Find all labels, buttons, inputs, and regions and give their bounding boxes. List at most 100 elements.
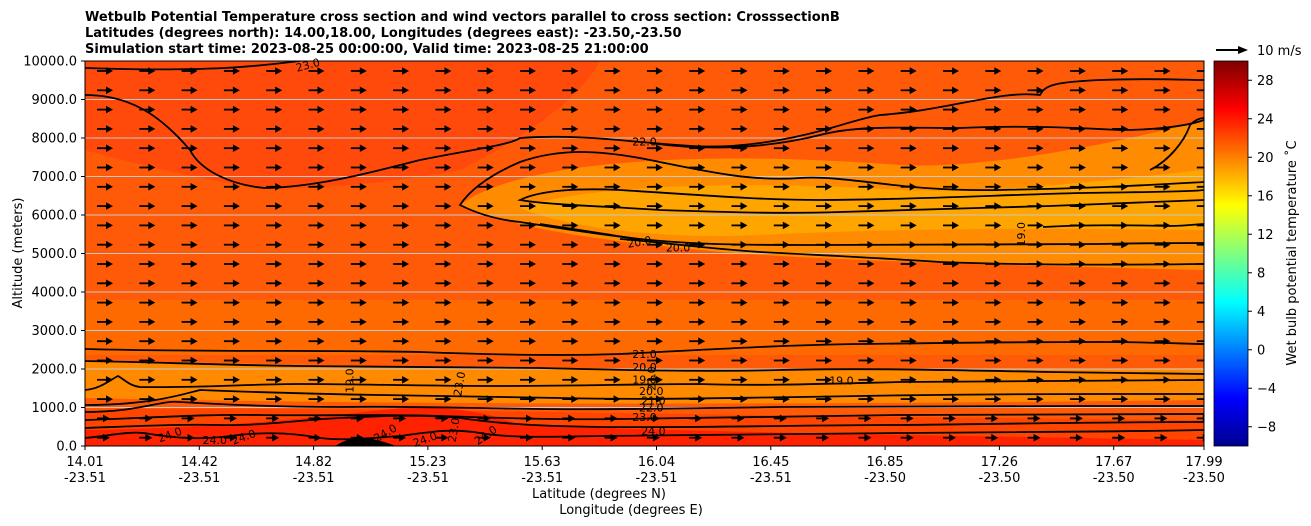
wind-vector: [1112, 260, 1129, 268]
wind-vector: [1112, 298, 1129, 307]
wind-vector: [520, 260, 536, 268]
wind-vector: [646, 337, 663, 345]
wind-vector: [562, 279, 579, 288]
contour-lines: [85, 61, 1204, 441]
wind-vector: [731, 240, 748, 249]
x-tick-label-lat: 16.85: [866, 455, 903, 470]
wind-vector: [477, 356, 494, 365]
x-axis-label-longitude: Longitude (degrees E): [559, 503, 703, 518]
wind-vector: [604, 67, 621, 75]
wind-vector: [943, 67, 959, 75]
wind-vector: [350, 260, 367, 268]
wind-vector: [731, 183, 748, 191]
wind-vector: [435, 260, 452, 268]
wind-vector: [435, 433, 449, 442]
wind-vector: [646, 395, 663, 403]
wind-vector: [604, 433, 618, 442]
wind-vector: [393, 433, 407, 442]
wind-vector: [1196, 205, 1204, 208]
wind-vector: [266, 298, 283, 307]
wind-vector: [858, 395, 875, 403]
wind-vector: [773, 240, 790, 249]
wind-vector: [1112, 337, 1129, 345]
wind-vector: [646, 414, 660, 423]
wind-vector: [393, 86, 410, 95]
wind-vector: [1196, 263, 1204, 265]
contour-label: 21.0: [641, 394, 666, 407]
wind-vector: [900, 433, 914, 442]
wind-vector: [858, 125, 875, 133]
wind-vector: [308, 433, 322, 442]
wind-vector: [1154, 221, 1171, 230]
wind-vector: [181, 318, 198, 326]
contour-line-23: [85, 61, 301, 71]
x-tick-label-lat: 15.63: [524, 455, 561, 470]
contour-line-22-low: [85, 413, 1204, 421]
wind-vector: [943, 395, 959, 403]
wind-vector: [477, 298, 494, 307]
wind-vector: [435, 86, 452, 95]
wind-vector: [1027, 202, 1044, 210]
wind-vector: [985, 318, 1002, 326]
wind-vector: [181, 240, 198, 249]
y-tick-label: 7000.0: [32, 170, 78, 185]
wind-vector: [1069, 183, 1086, 191]
wind-vector: [1112, 202, 1129, 210]
wind-vector: [435, 337, 452, 345]
wind-vector: [97, 433, 110, 442]
gridlines: [85, 99, 1204, 408]
wind-vector: [816, 337, 833, 345]
wind-vector: [900, 260, 917, 268]
contour-label: 21.0: [632, 348, 657, 361]
x-tick-label-lat: 17.26: [981, 455, 1018, 470]
wind-vector: [604, 221, 621, 230]
wind-vector: [435, 183, 452, 191]
wind-vector: [985, 298, 1002, 307]
contour-line-21-low: [85, 400, 1204, 413]
wind-vector: [1154, 125, 1171, 133]
wind-vector: [689, 279, 706, 288]
wind-vector: [308, 376, 325, 384]
wind-vector: [1069, 337, 1086, 345]
wind-vector: [1112, 105, 1129, 114]
wind-vector: [1154, 105, 1171, 114]
wind-vector: [858, 279, 875, 288]
wind-vector: [1196, 301, 1204, 304]
wind-vector: [731, 414, 745, 423]
wind-vector: [1069, 221, 1086, 230]
wind-vector: [562, 67, 579, 75]
wind-vector: [731, 221, 748, 230]
wind-vector: [139, 260, 156, 268]
wind-vector: [350, 318, 367, 326]
wind-vector: [520, 414, 533, 423]
wind-vector: [435, 318, 452, 326]
wind-vector: [393, 318, 410, 326]
wind-vector: [646, 67, 663, 75]
colorbar-tick-label: 0: [1257, 343, 1265, 358]
wind-vector: [900, 240, 917, 249]
wind-vector: [520, 298, 536, 307]
wind-vector: [604, 356, 621, 365]
wind-vector: [858, 356, 875, 365]
wind-vector: [477, 202, 494, 210]
wind-vector: [816, 202, 833, 210]
x-axis-label-latitude: Latitude (degrees N): [532, 487, 666, 502]
wind-vector: [646, 433, 660, 442]
wind-vector: [689, 221, 706, 230]
wind-vector: [308, 298, 325, 307]
wind-vector: [97, 202, 113, 210]
wind-vector: [139, 125, 156, 133]
wind-vector: [223, 86, 240, 95]
wind-vector: [1069, 67, 1086, 75]
wind-vector: [1027, 337, 1044, 345]
wind-vector: [858, 144, 875, 152]
wind-vector: [985, 433, 999, 442]
wind-vector: [477, 105, 494, 114]
wind-vector: [181, 221, 198, 230]
wind-vector: [223, 163, 240, 172]
wind-vector: [266, 414, 280, 423]
wind-vector: [97, 240, 113, 249]
wind-vector: [562, 433, 576, 442]
wind-vector: [816, 376, 833, 384]
y-tick-label: 6000.0: [32, 209, 78, 224]
